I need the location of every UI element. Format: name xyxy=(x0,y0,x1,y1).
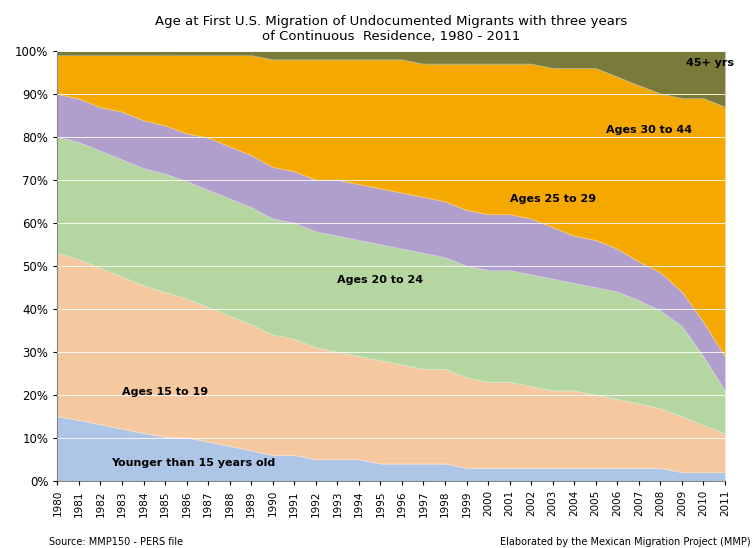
Text: Elaborated by the Mexican Migration Project (MMP): Elaborated by the Mexican Migration Proj… xyxy=(500,537,750,547)
Title: Age at First U.S. Migration of Undocumented Migrants with three years
of Continu: Age at First U.S. Migration of Undocumen… xyxy=(155,15,627,43)
Text: Ages 20 to 24: Ages 20 to 24 xyxy=(337,275,424,286)
Text: Ages 25 to 29: Ages 25 to 29 xyxy=(510,193,596,204)
Text: Ages 30 to 44: Ages 30 to 44 xyxy=(606,125,693,135)
Text: 45+ yrs: 45+ yrs xyxy=(686,58,734,68)
Text: Younger than 15 years old: Younger than 15 years old xyxy=(112,458,275,468)
Text: Ages 15 to 19: Ages 15 to 19 xyxy=(122,387,208,397)
Text: Source: MMP150 - PERS file: Source: MMP150 - PERS file xyxy=(49,537,183,547)
